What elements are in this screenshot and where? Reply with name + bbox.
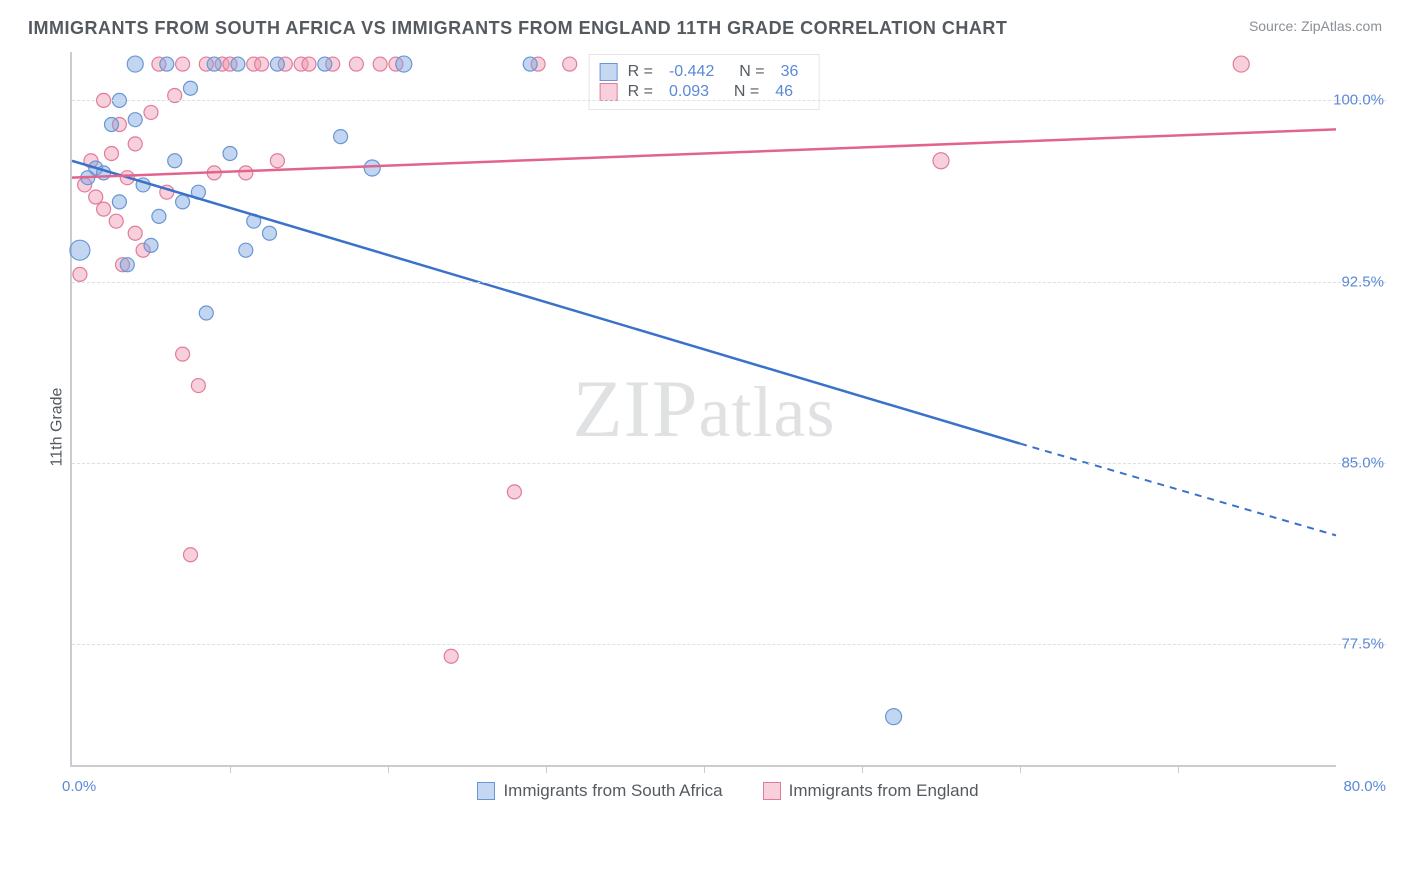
data-point-sa <box>168 154 182 168</box>
data-point-en <box>105 147 119 161</box>
chart-source: Source: ZipAtlas.com <box>1249 18 1382 34</box>
data-point-sa <box>886 709 902 725</box>
gridline <box>72 100 1386 101</box>
data-point-en <box>176 347 190 361</box>
legend-r-label: R = <box>628 63 653 81</box>
data-point-en <box>373 57 387 71</box>
data-point-sa <box>128 113 142 127</box>
data-point-en <box>128 226 142 240</box>
data-point-en <box>933 153 949 169</box>
data-point-en <box>444 649 458 663</box>
legend-n-label: N = <box>730 63 764 81</box>
data-point-en <box>349 57 363 71</box>
legend-swatch-icon <box>477 782 495 800</box>
x-tick <box>1178 765 1179 773</box>
data-point-sa <box>207 57 221 71</box>
data-point-en <box>128 137 142 151</box>
legend-swatch-icon <box>600 83 618 101</box>
data-point-sa <box>127 56 143 72</box>
gridline <box>72 463 1386 464</box>
data-point-en <box>302 57 316 71</box>
legend-item-sa: Immigrants from South Africa <box>477 781 722 801</box>
legend-series-label: Immigrants from South Africa <box>503 781 722 801</box>
data-point-sa <box>523 57 537 71</box>
data-point-sa <box>239 243 253 257</box>
x-tick <box>862 765 863 773</box>
y-tick-label: 92.5% <box>1341 273 1386 290</box>
legend-series-label: Immigrants from England <box>789 781 979 801</box>
data-point-sa <box>112 195 126 209</box>
legend-n-value: 46 <box>775 83 793 101</box>
data-point-sa <box>231 57 245 71</box>
legend-swatch-icon <box>763 782 781 800</box>
data-point-en <box>97 202 111 216</box>
corr-legend-row-en: R = 0.093 N = 46 <box>600 83 805 101</box>
x-tick <box>704 765 705 773</box>
gridline <box>72 282 1386 283</box>
chart-title: IMMIGRANTS FROM SOUTH AFRICA VS IMMIGRAN… <box>28 18 1007 39</box>
x-tick <box>388 765 389 773</box>
data-point-sa <box>270 57 284 71</box>
data-point-sa <box>160 57 174 71</box>
legend-r-value: 0.093 <box>669 83 709 101</box>
data-point-sa <box>223 147 237 161</box>
trend-line-en <box>72 129 1336 177</box>
data-point-en <box>270 154 284 168</box>
legend-n-label: N = <box>725 83 759 101</box>
legend-r-label: R = <box>628 83 653 101</box>
legend-r-value: -0.442 <box>669 63 714 81</box>
data-point-en <box>1233 56 1249 72</box>
data-point-en <box>144 105 158 119</box>
chart-header: IMMIGRANTS FROM SOUTH AFRICA VS IMMIGRAN… <box>0 0 1406 47</box>
data-point-sa <box>318 57 332 71</box>
data-point-sa <box>120 258 134 272</box>
data-point-sa <box>184 81 198 95</box>
data-point-sa <box>105 118 119 132</box>
data-point-en <box>239 166 253 180</box>
data-point-en <box>109 214 123 228</box>
x-tick <box>1020 765 1021 773</box>
data-point-sa <box>176 195 190 209</box>
data-point-sa <box>334 130 348 144</box>
trend-line-sa <box>72 161 1020 444</box>
y-tick-label: 100.0% <box>1333 92 1386 109</box>
chart-svg <box>72 52 1336 765</box>
gridline <box>72 644 1386 645</box>
legend-item-en: Immigrants from England <box>763 781 979 801</box>
trend-line-dashed-sa <box>1020 444 1336 536</box>
legend-n-value: 36 <box>781 63 799 81</box>
data-point-sa <box>70 240 90 260</box>
x-tick <box>230 765 231 773</box>
x-tick <box>546 765 547 773</box>
data-point-sa <box>263 226 277 240</box>
data-point-en <box>255 57 269 71</box>
legend-swatch-icon <box>600 63 618 81</box>
data-point-en <box>89 190 103 204</box>
series-legend: Immigrants from South Africa Immigrants f… <box>70 781 1386 801</box>
plot-area: ZIPatlas R = -0.442 N = 36R = 0.093 N = … <box>70 52 1336 767</box>
y-tick-label: 77.5% <box>1341 636 1386 653</box>
data-point-sa <box>364 160 380 176</box>
data-point-sa <box>144 238 158 252</box>
data-point-en <box>563 57 577 71</box>
data-point-en <box>507 485 521 499</box>
chart-container: 11th Grade ZIPatlas R = -0.442 N = 36R =… <box>70 47 1386 807</box>
data-point-en <box>184 548 198 562</box>
data-point-sa <box>199 306 213 320</box>
data-point-en <box>176 57 190 71</box>
correlation-legend: R = -0.442 N = 36R = 0.093 N = 46 <box>589 54 820 110</box>
data-point-sa <box>152 209 166 223</box>
corr-legend-row-sa: R = -0.442 N = 36 <box>600 63 805 81</box>
y-axis-label: 11th Grade <box>48 388 66 467</box>
data-point-en <box>73 267 87 281</box>
y-tick-label: 85.0% <box>1341 454 1386 471</box>
data-point-en <box>191 379 205 393</box>
data-point-sa <box>396 56 412 72</box>
